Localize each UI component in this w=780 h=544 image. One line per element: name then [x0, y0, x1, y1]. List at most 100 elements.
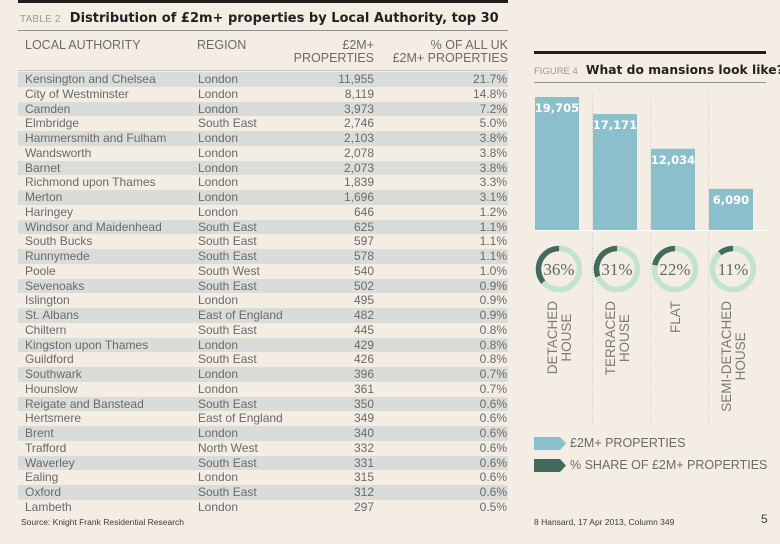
cell-count: 429 [353, 337, 374, 352]
table-row: Kingston upon Thames London 429 0.8% [18, 337, 508, 353]
figure-heading: FIGURE 4 What do mansions look like? [534, 59, 780, 78]
cell-region: London [198, 381, 239, 396]
cell-region: London [198, 101, 239, 116]
column-header-percent-line2: £2M+ PROPERTIES [392, 51, 508, 65]
legend-swatch-share [534, 458, 566, 472]
cell-local-authority: Hertsmere [25, 411, 82, 426]
page-number: 5 [761, 512, 768, 526]
table-row: Poole South West 540 1.0% [18, 264, 508, 279]
table-row: Ealing London 315 0.6% [18, 470, 508, 485]
bar-value-label: 19,705 [535, 101, 579, 115]
mansions-figure: FIGURE 4 What do mansions look like? 19,… [534, 0, 780, 544]
cell-region: London [198, 190, 239, 204]
table-row: Sevenoaks South East 502 0.9% [18, 278, 508, 294]
table-label: TABLE 2 [20, 14, 61, 25]
cell-local-authority: St. Albans [25, 308, 80, 322]
cell-percent: 0.9% [479, 278, 507, 293]
table-row: Camden London 3,973 7.2% [18, 101, 508, 117]
cell-count: 315 [353, 470, 374, 485]
cell-percent: 0.6% [479, 485, 507, 499]
legend-item-properties: £2M+ PROPERTIES [534, 432, 767, 454]
figure-footnote: 8 Hansard, 17 Apr 2013, Column 349 [534, 517, 675, 527]
cell-count: 11,955 [338, 72, 374, 86]
cell-local-authority: Brent [25, 426, 54, 440]
category-label: SEMI-DETACHED HOUSE [719, 301, 748, 412]
bar [709, 188, 753, 230]
category-label: FLAT [668, 301, 683, 333]
cell-count: 2,078 [343, 145, 374, 160]
category-label: DETACHED HOUSE [545, 301, 574, 375]
cell-region: London [198, 337, 239, 352]
cell-percent: 3.8% [479, 131, 507, 145]
cell-region: North West [198, 440, 258, 455]
table-row: Brent London 340 0.6% [18, 426, 508, 441]
cell-count: 2,073 [343, 160, 374, 175]
category-label: TERRACED HOUSE [603, 301, 632, 376]
cell-count: 597 [353, 234, 374, 249]
cell-local-authority: City of Westminster [25, 86, 129, 101]
cell-percent: 1.1% [479, 234, 507, 249]
table-row: Windsor and Maidenhead South East 625 1.1% [18, 219, 508, 235]
cell-percent: 0.6% [479, 426, 507, 440]
table-row: Reigate and Banstead South East 350 0.6% [18, 396, 508, 412]
legend-label-properties: £2M+ PROPERTIES [570, 436, 686, 450]
cell-percent: 3.3% [479, 175, 507, 190]
cell-region: South East [198, 249, 257, 263]
cell-local-authority: Guildford [25, 352, 74, 367]
cell-percent: 0.6% [479, 455, 507, 470]
cell-percent: 1.1% [479, 249, 507, 263]
table-row: Merton London 1,696 3.1% [18, 190, 508, 205]
table-row: Hertsmere East of England 349 0.6% [18, 411, 508, 426]
cell-percent: 0.6% [479, 470, 507, 485]
cell-percent: 14.8% [472, 86, 507, 101]
cell-percent: 0.5% [479, 499, 507, 514]
cell-local-authority: Barnet [25, 160, 61, 175]
cell-region: South West [198, 263, 260, 278]
share-ring-arc [535, 245, 583, 293]
category-label-line1: DETACHED [545, 301, 560, 375]
cell-percent: 0.7% [479, 367, 507, 381]
cell-percent: 0.8% [479, 337, 507, 352]
cell-region: London [198, 367, 239, 381]
column-header-region: REGION [197, 38, 247, 52]
cell-region: South East [198, 116, 257, 131]
cell-count: 332 [353, 440, 374, 455]
category-group: 19,705 36% DETACHED HOUSE [535, 97, 583, 375]
cell-region: South East [198, 352, 257, 367]
category-group: 6,090 11% SEMI-DETACHED HOUSE [709, 188, 757, 412]
bar [651, 148, 695, 230]
cell-region: East of England [198, 411, 283, 426]
cell-count: 350 [353, 396, 374, 411]
cell-local-authority: Ealing [25, 470, 59, 485]
cell-local-authority: Lambeth [25, 499, 72, 514]
table-top-rule [18, 0, 508, 3]
cell-count: 312 [353, 485, 374, 499]
table-row: Wandsworth London 2,078 3.8% [18, 146, 508, 161]
cell-count: 331 [353, 455, 374, 470]
category-label-line2: HOUSE [617, 314, 632, 362]
cell-region: London [198, 160, 239, 175]
table-row: Islington London 495 0.9% [18, 293, 508, 308]
cell-local-authority: Haringey [25, 204, 74, 219]
cell-count: 445 [353, 322, 374, 337]
cell-region: London [198, 499, 239, 514]
cell-region: South East [198, 219, 257, 234]
cell-local-authority: Runnymede [25, 249, 90, 263]
share-percent-label: 11% [718, 260, 749, 279]
cell-percent: 1.1% [479, 219, 507, 234]
table-row: Runnymede South East 578 1.1% [18, 249, 508, 264]
category-group: 12,034 22% FLAT [651, 148, 699, 333]
chart-legend: £2M+ PROPERTIES % SHARE OF £2M+ PROPERTI… [534, 432, 767, 476]
cell-local-authority: Hammersmith and Fulham [25, 131, 167, 145]
figure-top-rule [534, 51, 766, 54]
cell-count: 8,119 [344, 86, 374, 101]
category-label-line1: SEMI-DETACHED [719, 301, 734, 412]
table-row: St. Albans East of England 482 0.9% [18, 308, 508, 323]
table-row: Hammersmith and Fulham London 2,103 3.8% [18, 131, 508, 146]
table-row: Lambeth London 297 0.5% [18, 500, 508, 515]
cell-region: South East [198, 234, 257, 249]
table-row: Guildford South East 426 0.8% [18, 352, 508, 367]
cell-local-authority: Chiltern [25, 322, 67, 337]
cell-percent: 0.9% [479, 308, 507, 322]
